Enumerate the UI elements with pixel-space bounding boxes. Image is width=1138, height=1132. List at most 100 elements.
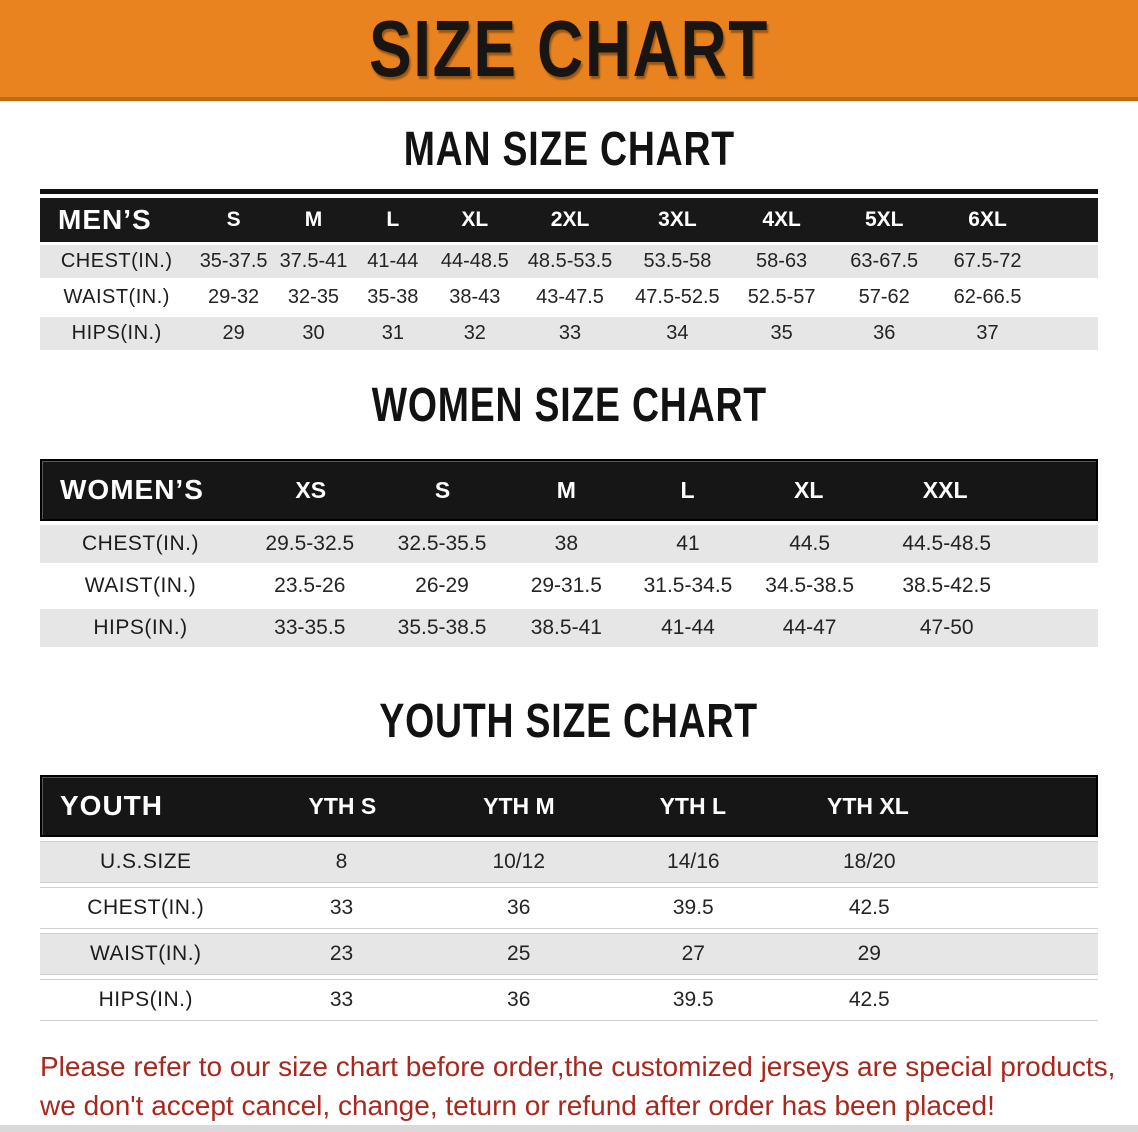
table-cell: 25 (507, 942, 531, 965)
table-cell: 39.5 (672, 896, 714, 919)
table-cell: 36 (873, 322, 896, 344)
table-cell: 35 (770, 322, 793, 344)
table-cell: 41-44 (367, 250, 419, 272)
table-cell: 44-48.5 (440, 250, 509, 272)
table-cell: 43-47.5 (536, 286, 604, 308)
table-cell: 35-38 (367, 286, 419, 308)
men-size-col: L (386, 208, 400, 231)
table-cell: 42.5 (848, 988, 890, 1011)
table-cell: 44.5-48.5 (902, 532, 992, 555)
youth-hips-row: HIPS(IN.) 33 36 39.5 42.5 (40, 979, 1098, 1021)
table-cell: 29 (222, 322, 245, 344)
women-size-col: XXL (922, 476, 968, 503)
table-cell: 33 (329, 896, 354, 919)
women-header-label: WOMEN’S (60, 474, 204, 505)
row-label: HIPS(IN.) (71, 322, 162, 344)
table-cell: 39.5 (672, 988, 714, 1011)
row-label: WAIST(IN.) (90, 942, 202, 965)
table-cell: 29-32 (208, 286, 260, 308)
table-cell: 34.5-38.5 (765, 574, 855, 597)
women-size-col: XL (794, 476, 824, 503)
table-cell: 31.5-34.5 (643, 574, 733, 597)
women-size-col: S (434, 476, 451, 503)
youth-waist-row: WAIST(IN.) 23 25 27 29 (40, 933, 1098, 975)
table-cell: 41-44 (661, 616, 715, 639)
table-cell: 38-43 (449, 286, 501, 308)
table-cell: 14/16 (667, 850, 720, 873)
youth-header-label: YOUTH (60, 790, 163, 821)
table-cell: 35.5-38.5 (397, 616, 487, 639)
women-size-table: WOMEN’S XS S M L XL XXL CHEST(IN.) 29.5-… (40, 459, 1098, 647)
table-cell: 38.5-42.5 (902, 574, 992, 597)
men-size-table: MEN’S S M L XL 2XL 3XL 4XL 5XL 6XL CHEST… (40, 198, 1098, 350)
table-cell: 29 (857, 942, 881, 965)
table-cell: 63-67.5 (850, 250, 919, 272)
men-header-label: MEN’S (58, 204, 152, 235)
youth-section-heading: YOUTH SIZE CHART (0, 695, 1138, 748)
women-size-col: L (680, 476, 695, 503)
table-cell: 52.5-57 (747, 286, 816, 308)
row-label: WAIST(IN.) (84, 574, 197, 597)
youth-heading-text: YOUTH SIZE CHART (379, 695, 759, 748)
men-waist-row: WAIST(IN.) 29-32 32-35 35-38 38-43 43-47… (40, 281, 1098, 314)
women-heading-text: WOMEN SIZE CHART (371, 379, 767, 432)
youth-table-header: YOUTH YTH S YTH M YTH L YTH XL (40, 775, 1098, 837)
table-cell: 57-62 (858, 286, 910, 308)
table-cell: 47-50 (919, 616, 974, 639)
table-cell: 32.5-35.5 (397, 532, 487, 555)
table-cell: 18/20 (842, 850, 896, 873)
table-cell: 37.5-41 (279, 250, 348, 272)
table-cell: 10/12 (492, 850, 546, 873)
row-label: CHEST(IN.) (87, 896, 205, 919)
youth-size-table: YOUTH YTH S YTH M YTH L YTH XL U.S.SIZE … (40, 775, 1098, 1021)
table-cell: 30 (302, 322, 325, 344)
table-cell: 27 (681, 942, 705, 965)
row-label: HIPS(IN.) (98, 988, 193, 1011)
women-size-col: M (556, 476, 576, 503)
women-waist-row: WAIST(IN.) 23.5-26 26-29 29-31.5 31.5-34… (40, 567, 1098, 605)
table-cell: 44-47 (782, 616, 837, 639)
table-cell: 37 (976, 322, 999, 344)
men-table-header: MEN’S S M L XL 2XL 3XL 4XL 5XL 6XL (40, 198, 1098, 242)
table-cell: 36 (507, 988, 531, 1011)
table-cell: 32 (463, 322, 486, 344)
table-cell: 32-35 (287, 286, 340, 308)
youth-size-col: YTH XL (826, 792, 909, 819)
women-hips-row: HIPS(IN.) 33-35.5 35.5-38.5 38.5-41 41-4… (40, 609, 1098, 647)
table-cell: 29-31.5 (530, 574, 602, 597)
table-cell: 29.5-32.5 (265, 532, 355, 555)
table-cell: 42.5 (848, 896, 890, 919)
men-size-col: 3XL (658, 208, 697, 231)
man-section-heading: MAN SIZE CHART (0, 123, 1138, 176)
table-cell: 36 (507, 896, 531, 919)
men-size-col: 5XL (864, 208, 904, 231)
men-table-top-rule (40, 189, 1098, 194)
table-cell: 33 (329, 988, 354, 1011)
disclaimer-line-1: Please refer to our size chart before or… (40, 1051, 1116, 1082)
women-size-col: XS (295, 476, 327, 503)
table-cell: 53.5-58 (643, 250, 712, 272)
table-cell: 8 (335, 850, 348, 873)
row-label: CHEST(IN.) (60, 250, 173, 272)
table-cell: 33 (558, 322, 582, 344)
row-label: WAIST(IN.) (63, 286, 170, 308)
table-cell: 23.5-26 (274, 574, 346, 597)
table-cell: 44.5 (789, 532, 831, 555)
youth-size-col: YTH L (659, 792, 727, 819)
men-size-col: XL (461, 208, 489, 231)
men-size-col: 2XL (550, 208, 590, 231)
youth-ussize-row: U.S.SIZE 8 10/12 14/16 18/20 (40, 841, 1098, 883)
table-cell: 38.5-41 (530, 616, 602, 639)
men-size-col: S (226, 208, 241, 231)
youth-size-col: YTH S (308, 792, 377, 819)
bottom-divider (0, 1125, 1138, 1132)
table-cell: 31 (381, 322, 404, 344)
men-size-col: 6XL (968, 208, 1007, 231)
table-cell: 35-37.5 (199, 250, 268, 272)
man-heading-text: MAN SIZE CHART (403, 123, 735, 176)
table-cell: 62-66.5 (953, 286, 1022, 308)
table-cell: 67.5-72 (953, 250, 1022, 272)
women-chest-row: CHEST(IN.) 29.5-32.5 32.5-35.5 38 41 44.… (40, 525, 1098, 563)
table-cell: 26-29 (415, 574, 469, 597)
row-label: HIPS(IN.) (93, 616, 188, 639)
